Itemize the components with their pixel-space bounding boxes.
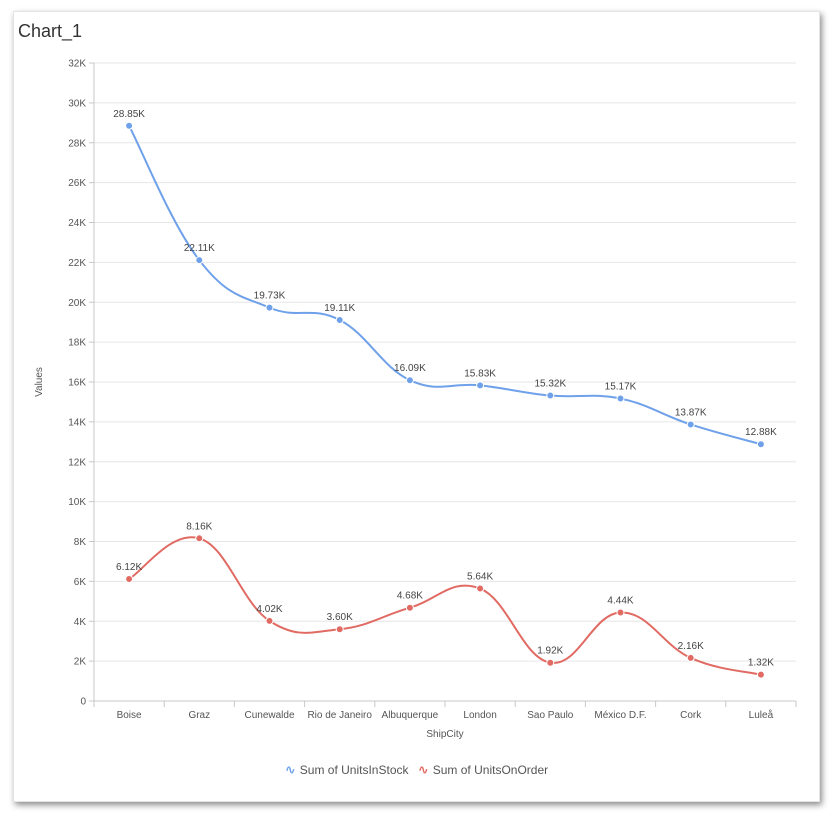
line-series-icon: ∿ xyxy=(417,762,429,777)
data-point xyxy=(546,391,555,400)
legend-item-units-on-order[interactable]: ∿ Sum of UnitsOnOrder xyxy=(418,762,548,778)
data-label: 2.16K xyxy=(678,641,704,652)
data-point xyxy=(265,616,274,625)
y-tick-label: 0 xyxy=(80,697,86,708)
x-tick-label: Boise xyxy=(117,710,142,721)
series-line xyxy=(128,536,762,676)
series-1: 6.12K 8.16K 4.02K 3.60K 4.68K 5.64K 1.92K 4.44K… xyxy=(116,521,774,679)
data-label: 4.44K xyxy=(607,595,633,606)
y-tick-label: 22K xyxy=(68,258,86,269)
data-point xyxy=(405,376,414,385)
data-label: 19.11K xyxy=(324,303,355,314)
data-label: 12.88K xyxy=(745,427,777,438)
y-tick-label: 16K xyxy=(68,378,86,389)
x-tick-label: Rio de Janeiro xyxy=(307,710,372,721)
data-point xyxy=(616,394,625,403)
y-tick-label: 24K xyxy=(68,218,86,229)
x-tick-label: Luleå xyxy=(749,709,774,721)
y-tick-label: 10K xyxy=(68,497,86,508)
data-point xyxy=(125,574,134,583)
x-tick-label: Albuquerque xyxy=(382,710,439,721)
y-tick-label: 32K xyxy=(68,59,86,70)
data-label: 4.02K xyxy=(256,604,282,615)
y-tick-label: 18K xyxy=(68,338,86,349)
chart-panel: Chart_1 0 2K 4K 6K 8K 10K 12K 14K 16K 18K 20K 22K 24… xyxy=(13,11,820,802)
data-label: 6.12K xyxy=(116,562,142,573)
legend-label: Sum of UnitsOnOrder xyxy=(432,763,549,777)
y-tick-label: 26K xyxy=(68,178,86,189)
x-tick-label: Sao Paulo xyxy=(527,710,574,721)
data-label: 3.60K xyxy=(327,612,353,623)
series-line xyxy=(128,125,762,446)
data-point xyxy=(195,534,204,543)
x-tick-label: Graz xyxy=(188,710,210,721)
data-point xyxy=(476,381,485,390)
data-label: 8.16K xyxy=(186,521,212,532)
y-tick-label: 28K xyxy=(68,138,86,149)
data-label: 13.87K xyxy=(675,407,707,418)
data-point xyxy=(125,121,134,130)
y-tick-label: 12K xyxy=(68,457,86,468)
data-label: 4.68K xyxy=(397,591,423,602)
data-label: 1.92K xyxy=(537,646,563,657)
data-label: 1.32K xyxy=(748,658,774,669)
legend: ∿ Sum of UnitsInStock ∿ Sum of UnitsOnOrde… xyxy=(14,762,819,778)
y-tick-label: 14K xyxy=(68,417,86,428)
data-point xyxy=(265,303,274,312)
data-point xyxy=(335,625,344,634)
data-label: 19.73K xyxy=(254,291,286,302)
data-point xyxy=(546,658,555,667)
data-point xyxy=(686,653,695,662)
data-point xyxy=(686,420,695,429)
y-tick-label: 20K xyxy=(68,298,86,309)
data-label: 15.83K xyxy=(464,368,496,379)
y-tick-label: 2K xyxy=(74,657,87,668)
chart-title: Chart_1 xyxy=(18,21,83,41)
y-tick-label: 30K xyxy=(68,98,86,109)
x-tick-label: Cunewalde xyxy=(244,710,294,721)
data-label: 16.09K xyxy=(394,363,426,374)
data-point xyxy=(195,256,204,265)
data-label: 22.11K xyxy=(184,243,215,254)
data-point xyxy=(405,603,414,612)
line-chart: 0 2K 4K 6K 8K 10K 12K 14K 16K 18K 20K 22K 24K 26K 28K 3… xyxy=(34,59,797,740)
x-tick-label: México D.F. xyxy=(594,710,646,721)
y-tick-label: 6K xyxy=(74,577,87,588)
data-point xyxy=(616,608,625,617)
data-label: 5.64K xyxy=(467,572,493,583)
data-label: 28.85K xyxy=(113,109,145,120)
data-point xyxy=(476,584,485,593)
x-tick-label: London xyxy=(463,710,496,721)
data-point xyxy=(756,670,765,679)
legend-item-units-in-stock[interactable]: ∿ Sum of UnitsInStock xyxy=(285,762,409,778)
y-axis-title: Values xyxy=(34,367,45,397)
series-0: 28.85K 22.11K 19.73K 19.11K 16.09K 15.83K 15.3… xyxy=(113,109,777,449)
line-series-icon: ∿ xyxy=(284,762,296,777)
y-tick-label: 4K xyxy=(74,617,87,628)
legend-label: Sum of UnitsInStock xyxy=(299,763,409,777)
x-axis-title: ShipCity xyxy=(426,729,463,740)
y-tick-label: 8K xyxy=(74,537,87,548)
data-label: 15.32K xyxy=(534,379,566,390)
data-point xyxy=(756,440,765,449)
data-label: 15.17K xyxy=(605,382,637,393)
x-tick-label: Cork xyxy=(680,710,702,721)
data-point xyxy=(335,315,344,324)
